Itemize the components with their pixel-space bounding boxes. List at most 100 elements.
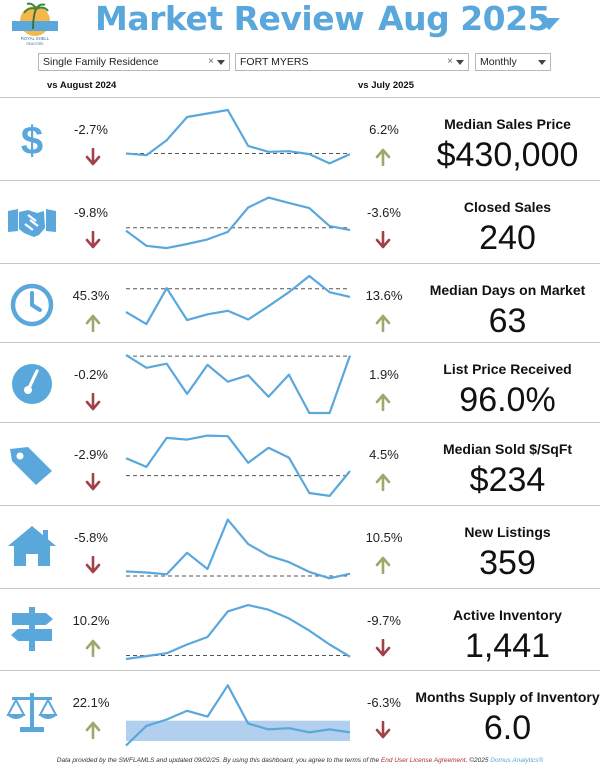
metric-row-list-price-received: -0.2% 1.9% List Price Received 96.0% [0, 342, 600, 424]
metric-value: 1,441 [464, 627, 551, 665]
yoy-change: -2.7% [74, 122, 108, 137]
trend-sparkline [124, 189, 352, 257]
handshake-icon [6, 197, 58, 245]
metric-label: Median Sold $/SqFt [442, 441, 573, 457]
period-select[interactable]: Monthly [475, 53, 551, 71]
trend-line [125, 274, 351, 326]
mom-change: 1.9% [369, 367, 399, 382]
yoy-arrow-up-icon [85, 721, 101, 739]
mom-change: -9.7% [367, 613, 401, 628]
column-header-vs-month: vs July 2025 [358, 80, 414, 91]
mom-arrow-up-icon [375, 556, 391, 574]
svg-text:$: $ [21, 119, 43, 162]
yoy-change: 22.1% [72, 695, 110, 710]
balance-scale-icon [6, 687, 58, 735]
footer-copyright: . ©2025 [465, 757, 491, 764]
clear-property-type-icon[interactable]: × [208, 56, 214, 67]
signpost-icon [6, 605, 58, 653]
yoy-arrow-down-icon [85, 473, 101, 491]
mom-arrow-up-icon [375, 393, 391, 411]
yoy-change: -5.8% [74, 530, 108, 545]
metric-row-months-supply-of-inventory: 22.1% -6.3% Months Supply of Inventory 6.0 [0, 670, 600, 752]
trend-sparkline [124, 597, 352, 665]
eula-link[interactable]: End User License Agreement [380, 757, 466, 764]
footer-text: Data provided by the SWFLAMLS and update… [56, 757, 381, 764]
trend-line [125, 196, 351, 250]
svg-text:REALTORS: REALTORS [27, 42, 44, 46]
yoy-change: -0.2% [74, 367, 108, 382]
trend-line [125, 354, 352, 415]
mom-change: 6.2% [369, 122, 399, 137]
mom-change: -3.6% [367, 205, 401, 220]
chevron-down-icon[interactable] [217, 60, 225, 65]
trend-sparkline [124, 272, 352, 340]
chevron-down-icon[interactable] [538, 60, 546, 65]
mom-arrow-up-icon [375, 314, 391, 332]
property-type-select[interactable]: Single Family Residence × [38, 53, 230, 71]
domus-analytics-brand: Domus Analytics® [490, 757, 544, 764]
metric-row-median-sold-sqft: -2.9% 4.5% Median Sold $/SqFt $234 [0, 422, 600, 504]
price-tag-icon [6, 439, 58, 487]
trend-sparkline [124, 679, 352, 747]
mom-change: 10.5% [365, 530, 403, 545]
yoy-change: 45.3% [72, 288, 110, 303]
metric-label: Median Sales Price [444, 116, 571, 132]
metric-value: 240 [479, 219, 536, 257]
yoy-arrow-down-icon [85, 231, 101, 249]
metric-row-new-listings: -5.8% 10.5% New Listings 359 [0, 505, 600, 587]
mom-arrow-down-icon [375, 639, 391, 657]
gauge-icon [6, 359, 58, 407]
metric-label: Median Days on Market [429, 282, 586, 298]
trend-line [125, 108, 351, 165]
metric-label: Months Supply of Inventory [415, 689, 600, 705]
supply-band [126, 720, 350, 741]
mom-arrow-up-icon [375, 473, 391, 491]
metric-label: Active Inventory [453, 607, 562, 623]
metric-value: $234 [469, 461, 546, 499]
metric-value: 359 [479, 544, 536, 582]
period-value: Monthly [480, 56, 517, 68]
metric-row-median-days-on-market: 45.3% 13.6% Median Days on Market 63 [0, 263, 600, 345]
trend-sparkline [124, 431, 352, 499]
mom-change: 13.6% [365, 288, 403, 303]
trend-sparkline [124, 351, 352, 419]
yoy-arrow-down-icon [85, 556, 101, 574]
dollar-sign-icon: $ [6, 114, 58, 162]
metric-label: Closed Sales [463, 199, 552, 215]
metric-row-median-sales-price: $ -2.7% 6.2% Median Sales Price $430,000 [0, 97, 600, 179]
trend-line [125, 518, 351, 580]
metric-label: List Price Received [443, 361, 572, 377]
footer-disclaimer: Data provided by the SWFLAMLS and update… [0, 757, 600, 764]
metric-value: $430,000 [436, 136, 579, 174]
mom-arrow-down-icon [375, 231, 391, 249]
clock-icon [6, 280, 58, 328]
yoy-change: -2.9% [74, 447, 108, 462]
metric-row-closed-sales: -9.8% -3.6% Closed Sales 240 [0, 180, 600, 262]
yoy-arrow-up-icon [85, 314, 101, 332]
yoy-change: -9.8% [74, 205, 108, 220]
clear-city-icon[interactable]: × [447, 56, 453, 67]
yoy-change: 10.2% [72, 613, 110, 628]
mom-change: -6.3% [367, 695, 401, 710]
header: ROYAL SHELL REALTORS Market Review Aug 20… [0, 0, 600, 50]
metric-value: 63 [488, 302, 527, 340]
svg-text:ROYAL SHELL: ROYAL SHELL [21, 36, 50, 41]
title-month: Aug 2025 [378, 0, 551, 38]
title-dropdown-caret-icon[interactable] [536, 16, 562, 32]
trend-sparkline [124, 106, 352, 174]
city-select[interactable]: FORT MYERS × [235, 53, 469, 71]
metric-value: 6.0 [483, 709, 532, 747]
filter-bar: Single Family Residence × FORT MYERS × M… [0, 53, 600, 73]
trend-sparkline [124, 514, 352, 582]
metric-value: 96.0% [459, 381, 556, 419]
trend-line [125, 684, 351, 747]
house-icon [6, 522, 58, 570]
yoy-arrow-up-icon [85, 639, 101, 657]
mom-arrow-down-icon [375, 721, 391, 739]
trend-line [125, 434, 351, 498]
company-logo: ROYAL SHELL REALTORS [6, 2, 64, 48]
metric-row-active-inventory: 10.2% -9.7% Active Inventory 1,441 [0, 588, 600, 670]
column-header-vs-year: vs August 2024 [47, 80, 117, 91]
title-market-review: Market Review [95, 0, 365, 38]
chevron-down-icon[interactable] [456, 60, 464, 65]
